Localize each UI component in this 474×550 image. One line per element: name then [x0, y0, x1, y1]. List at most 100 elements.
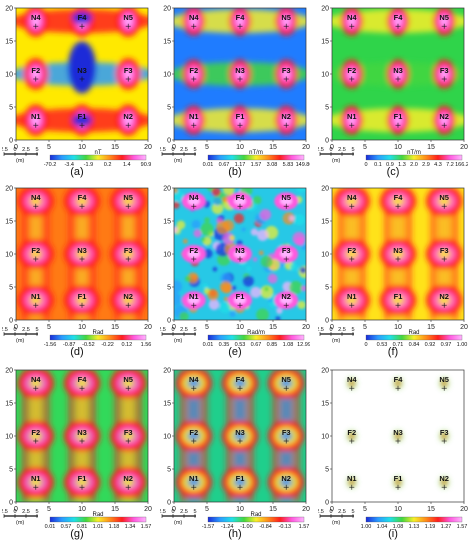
- speckle: [242, 275, 254, 287]
- colorbar-tick-label: 1.04: [377, 524, 388, 530]
- speckle: [174, 226, 178, 234]
- speckle: [258, 250, 264, 256]
- x-tick-label: 5: [205, 324, 209, 331]
- x-tick-label: 15: [269, 506, 277, 513]
- ring-core: [394, 251, 402, 257]
- speckle: [213, 197, 222, 206]
- ring-core: [124, 380, 133, 387]
- panel-caption: (i): [388, 528, 398, 540]
- colorbar-tick-label: -1.00: [240, 524, 253, 530]
- ring-outer: [17, 239, 54, 269]
- colorbar-tick-label: 1.4: [123, 162, 131, 168]
- field-b: [174, 8, 306, 140]
- station-label: F1: [236, 112, 245, 121]
- colorbar-tick-label: 0: [364, 162, 367, 168]
- anomaly-core: [348, 115, 356, 125]
- ring-outer: [17, 467, 54, 498]
- anomaly-core: [348, 16, 356, 26]
- colorbar-tick-label: 0.01: [45, 524, 56, 530]
- colorbar: [365, 154, 463, 161]
- anomaly-core: [32, 16, 40, 26]
- x-tick-label: 5: [363, 324, 367, 331]
- y-tick-label: 0: [167, 137, 171, 144]
- y-tick-label: 10: [163, 433, 171, 440]
- speckle: [223, 296, 229, 302]
- colorbar-tick-label: 0.9: [386, 162, 394, 168]
- colorbar-tick-label: 2.9: [422, 162, 430, 168]
- x-tick-label: 15: [111, 144, 119, 151]
- ring-core: [31, 297, 40, 304]
- speckle: [252, 195, 262, 205]
- scale-unit: (m): [16, 520, 24, 526]
- scale-tick-label: 2.5: [160, 147, 166, 153]
- ring-outer: [333, 239, 370, 269]
- ring-core: [31, 380, 40, 387]
- station-label: N1: [31, 292, 41, 301]
- ring-core: [31, 251, 40, 257]
- panel-e: 2015105005101520N4F4N5F2N3F3N1F1N22.502.…: [160, 182, 310, 362]
- x-tick-label: 10: [394, 324, 402, 331]
- colorbar-tick-label: 1.19: [425, 524, 436, 530]
- map-d: 2015105005101520N4F4N5F2N3F3N1F1N22.502.…: [2, 185, 152, 348]
- station-label: N2: [281, 474, 291, 483]
- x-tick-label: 0: [14, 144, 18, 151]
- station-label: N3: [77, 428, 87, 437]
- scale-tick-label: 5: [351, 509, 354, 515]
- station-label: F1: [236, 474, 245, 483]
- ring-core: [440, 198, 449, 205]
- speckle: [229, 235, 235, 241]
- speckle: [260, 255, 273, 268]
- y-tick-label: 20: [163, 185, 171, 192]
- ring-outer: [268, 370, 305, 399]
- station-label: F2: [31, 246, 40, 255]
- colorbar-tick-label: 0.35: [219, 342, 230, 348]
- station-label: N5: [123, 375, 133, 384]
- station-label: N4: [347, 13, 357, 22]
- station-label: F4: [394, 375, 404, 384]
- speckle: [259, 208, 272, 221]
- ring-outer: [17, 188, 54, 217]
- ring-core: [394, 297, 402, 304]
- anomaly-core: [187, 197, 200, 206]
- y-tick-label: 10: [163, 251, 171, 258]
- station-label: N5: [123, 13, 133, 22]
- station-label: N5: [123, 193, 133, 202]
- y-tick-label: 15: [5, 218, 13, 225]
- anomaly-core: [234, 197, 246, 206]
- colorbar-unit: nT: [94, 150, 101, 156]
- x-tick-label: 0: [172, 324, 176, 331]
- field-h: [174, 370, 306, 502]
- colorbar-tick-label: 0.97: [441, 342, 452, 348]
- field-features: [174, 8, 306, 135]
- x-tick-label: 5: [363, 144, 367, 151]
- scale-tick-label: 0: [329, 147, 332, 153]
- colorbar-tick-label: 0: [364, 342, 367, 348]
- speckle: [191, 219, 201, 229]
- speckle: [257, 229, 269, 241]
- scale-unit: (m): [332, 520, 340, 526]
- ring-core: [78, 479, 86, 486]
- scale-tick-label: 5: [35, 509, 38, 515]
- scale-unit: (m): [174, 338, 182, 344]
- anomaly-core: [282, 115, 290, 125]
- anomaly-core: [234, 296, 246, 305]
- colorbar-unit: Rad/m: [247, 330, 265, 336]
- scale-unit: (m): [174, 520, 182, 526]
- colorbar-tick-label: 0.71: [393, 342, 404, 348]
- station-label: N4: [347, 375, 357, 384]
- ring-outer: [380, 285, 416, 316]
- colorbar-unit: Rad: [250, 512, 261, 518]
- station-label: N3: [393, 66, 403, 75]
- anomaly-core: [440, 69, 448, 79]
- ring-core: [282, 479, 291, 486]
- y-tick-label: 20: [5, 367, 13, 374]
- y-tick-label: 5: [167, 284, 171, 291]
- colorbar-tick-label: 2.0: [410, 162, 418, 168]
- ring-outer: [333, 285, 370, 316]
- station-label: F2: [31, 428, 40, 437]
- speckle: [184, 275, 191, 282]
- station-label: N2: [123, 292, 133, 301]
- colorbar-tick-label: -1.9: [84, 162, 93, 168]
- scale-tick-label: 5: [193, 509, 196, 515]
- station-label: F3: [440, 66, 449, 75]
